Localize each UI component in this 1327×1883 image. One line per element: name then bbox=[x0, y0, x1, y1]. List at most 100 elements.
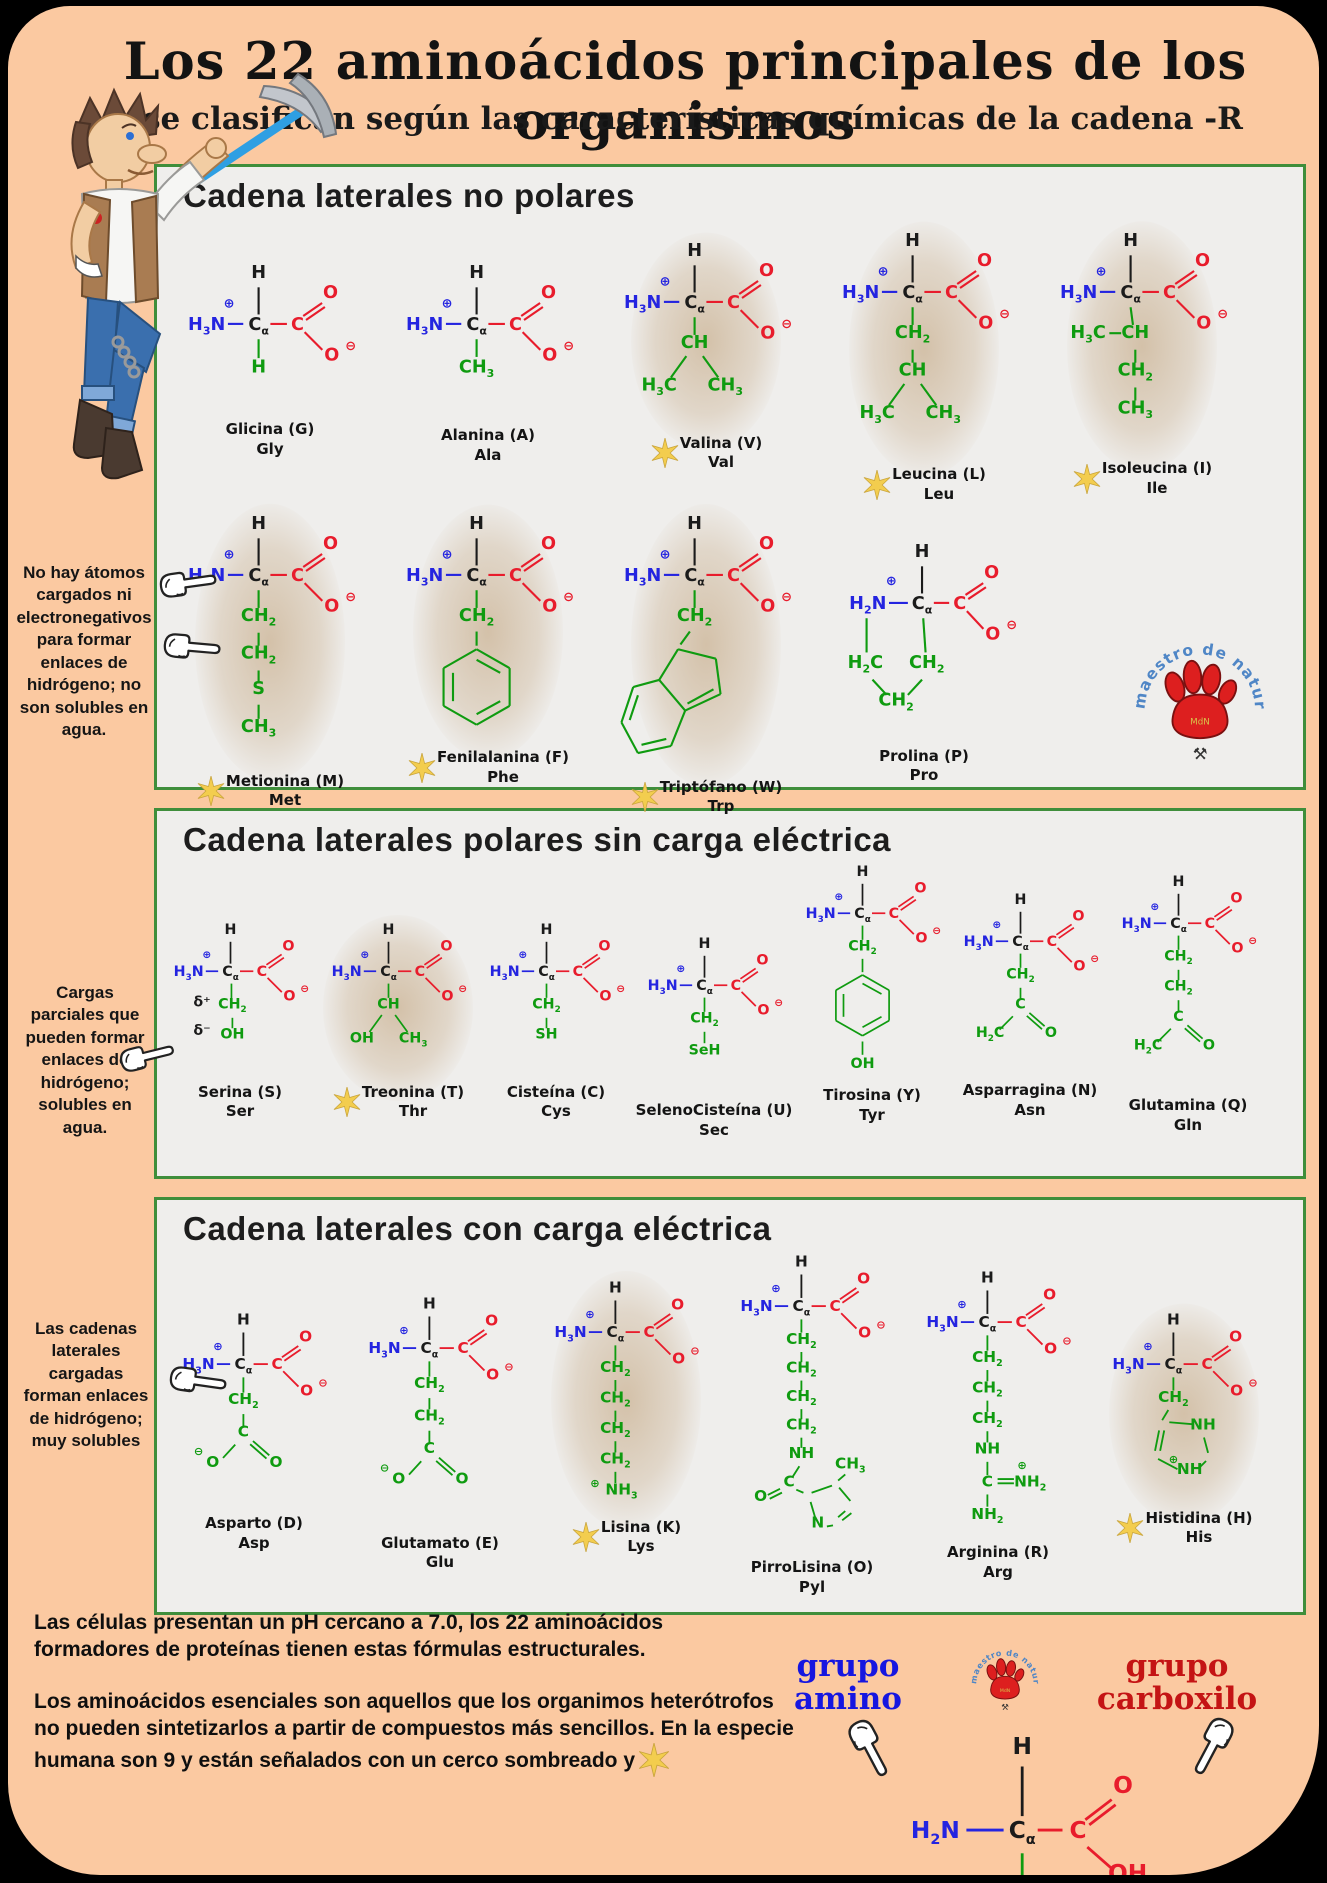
amino-acid-name: Fenilalanina (F) Phe bbox=[437, 748, 569, 786]
svg-text:H3N: H3N bbox=[842, 283, 879, 306]
svg-text:O: O bbox=[757, 1003, 769, 1019]
svg-text:CH2: CH2 bbox=[600, 1419, 631, 1440]
svg-text:Cα: Cα bbox=[684, 566, 705, 589]
svg-text:Cα: Cα bbox=[1120, 283, 1141, 306]
svg-text:⊖: ⊖ bbox=[1249, 1377, 1258, 1390]
svg-text:C: C bbox=[1173, 1009, 1183, 1025]
svg-text:NH: NH bbox=[1177, 1460, 1203, 1478]
svg-text:O: O bbox=[393, 1470, 406, 1488]
essential-star-icon bbox=[1117, 1513, 1144, 1544]
svg-text:O: O bbox=[760, 323, 775, 343]
svg-text:H3N: H3N bbox=[369, 1339, 401, 1360]
svg-text:H: H bbox=[469, 263, 484, 283]
svg-text:H2N: H2N bbox=[849, 594, 886, 617]
svg-text:⊖: ⊖ bbox=[781, 590, 792, 605]
svg-text:⊖: ⊖ bbox=[1063, 1335, 1072, 1348]
svg-text:CH3: CH3 bbox=[925, 403, 960, 426]
svg-text:C: C bbox=[1047, 934, 1057, 950]
amino-acid-card: H ⊕ H3N Cα C O O ⊖ CH2 CH2 C H2C O Glutamina (Q) Gln bbox=[1109, 871, 1267, 1135]
svg-text:O: O bbox=[1195, 251, 1210, 271]
amino-acid-card: H ⊕ H3N Cα C O O ⊖ CH H3C CH3 Valina (V) Val bbox=[597, 232, 815, 473]
svg-text:⊕: ⊕ bbox=[1095, 264, 1106, 279]
svg-text:⊖: ⊖ bbox=[774, 997, 783, 1009]
svg-text:⊖: ⊖ bbox=[458, 983, 467, 995]
svg-text:O: O bbox=[759, 534, 774, 554]
amino-acid-name: Histidina (H) His bbox=[1145, 1508, 1253, 1547]
svg-text:C: C bbox=[573, 964, 583, 980]
essential-halo bbox=[631, 232, 781, 450]
svg-text:CH2: CH2 bbox=[532, 996, 561, 1015]
svg-text:⊕: ⊕ bbox=[518, 949, 527, 961]
essential-halo bbox=[849, 221, 999, 477]
miner-character bbox=[70, 72, 338, 480]
svg-text:OH: OH bbox=[350, 1031, 374, 1047]
svg-text:H: H bbox=[1012, 1733, 1031, 1760]
svg-text:Cα: Cα bbox=[380, 964, 397, 983]
svg-text:H3C: H3C bbox=[859, 403, 894, 426]
svg-text:O: O bbox=[1072, 908, 1084, 924]
svg-text:CH: CH bbox=[680, 333, 708, 353]
svg-text:H: H bbox=[699, 936, 711, 952]
svg-text:CH2: CH2 bbox=[600, 1358, 631, 1379]
svg-text:Cα: Cα bbox=[235, 1355, 253, 1376]
chemical-structure: H ⊕ H3N Cα CO O ⊖ CH H3C CH3 bbox=[624, 241, 792, 398]
note-charged: Las cadenas laterales cargadas forman en… bbox=[23, 1319, 149, 1451]
svg-text:CH2: CH2 bbox=[600, 1450, 631, 1471]
svg-text:C: C bbox=[291, 315, 304, 335]
svg-text:Cα: Cα bbox=[466, 566, 487, 589]
svg-text:Cα: Cα bbox=[793, 1297, 811, 1318]
svg-text:CH2: CH2 bbox=[1006, 966, 1035, 985]
svg-text:⊕: ⊕ bbox=[214, 1340, 223, 1353]
carboxyl-group-label: grupo carboxilo bbox=[1096, 1648, 1258, 1717]
svg-text:⊖: ⊖ bbox=[345, 590, 356, 605]
amino-acid-card: H ⊕ H3N Cα C O O ⊖ H Glicina (G) Gly bbox=[161, 259, 379, 459]
svg-text:CH: CH bbox=[1121, 323, 1149, 343]
svg-text:H3N: H3N bbox=[624, 566, 661, 589]
svg-text:H: H bbox=[1015, 892, 1027, 908]
chemical-structure: H ⊕ H3N Cα CO O ⊖ CH2 SH bbox=[490, 922, 625, 1043]
svg-text:H: H bbox=[383, 922, 395, 938]
essential-halo bbox=[551, 1270, 701, 1529]
sections-container: Cadena laterales no polares H ⊕ H3N Cα C O O ⊖ H… bbox=[154, 164, 1306, 1633]
section-nonpolar-header: Cadena laterales no polares bbox=[183, 177, 635, 214]
svg-text:Cα: Cα bbox=[248, 566, 269, 589]
svg-text:δ⁻: δ⁻ bbox=[193, 1023, 210, 1039]
amino-acid-name: Lisina (K) Lys bbox=[600, 1517, 682, 1556]
amino-acid-label: Asparto (D) Asp bbox=[205, 1514, 303, 1553]
essential-star-icon bbox=[637, 1742, 671, 1777]
svg-text:C: C bbox=[1069, 1817, 1086, 1844]
essential-star-icon bbox=[631, 782, 659, 812]
chemical-structure: H ⊕ H3N Cα CO O ⊖ CH2 SeH bbox=[648, 936, 783, 1058]
svg-text:Cα: Cα bbox=[222, 964, 239, 983]
chemical-structure: H ⊕ H3N Cα CO O ⊖ CH2 OH bbox=[806, 864, 941, 1072]
svg-text:H: H bbox=[251, 514, 266, 534]
svg-text:CH2: CH2 bbox=[240, 644, 275, 667]
svg-text:⊕: ⊕ bbox=[834, 891, 843, 903]
amino-acid-name: Tirosina (Y) Tyr bbox=[823, 1086, 921, 1124]
svg-text:Cα: Cα bbox=[902, 283, 923, 306]
essential-halo bbox=[1067, 221, 1217, 471]
svg-text:O: O bbox=[755, 1487, 768, 1505]
svg-text:CH2: CH2 bbox=[786, 1387, 817, 1408]
svg-text:⊕: ⊕ bbox=[676, 963, 685, 975]
amino-acid-name: Glicina (G) Gly bbox=[225, 420, 315, 458]
amino-acid-name: Asparragina (N) Asn bbox=[962, 1081, 1098, 1119]
svg-text:O: O bbox=[1203, 1038, 1215, 1054]
svg-text:CH2: CH2 bbox=[414, 1407, 445, 1428]
svg-text:O: O bbox=[282, 938, 294, 954]
svg-text:O: O bbox=[486, 1312, 499, 1330]
svg-text:CH3: CH3 bbox=[835, 1454, 866, 1475]
svg-text:H: H bbox=[251, 357, 266, 377]
svg-text:⊖: ⊖ bbox=[877, 1319, 886, 1332]
svg-text:H3N: H3N bbox=[174, 964, 204, 983]
essential-star-icon bbox=[197, 776, 225, 807]
svg-text:SH: SH bbox=[535, 1027, 557, 1043]
svg-text:H3C: H3C bbox=[1070, 323, 1105, 346]
svg-text:H3N: H3N bbox=[406, 566, 443, 589]
svg-text:CH3: CH3 bbox=[240, 717, 275, 740]
amino-acid-name: Asparto (D) Asp bbox=[205, 1514, 303, 1552]
svg-text:C: C bbox=[509, 566, 522, 586]
